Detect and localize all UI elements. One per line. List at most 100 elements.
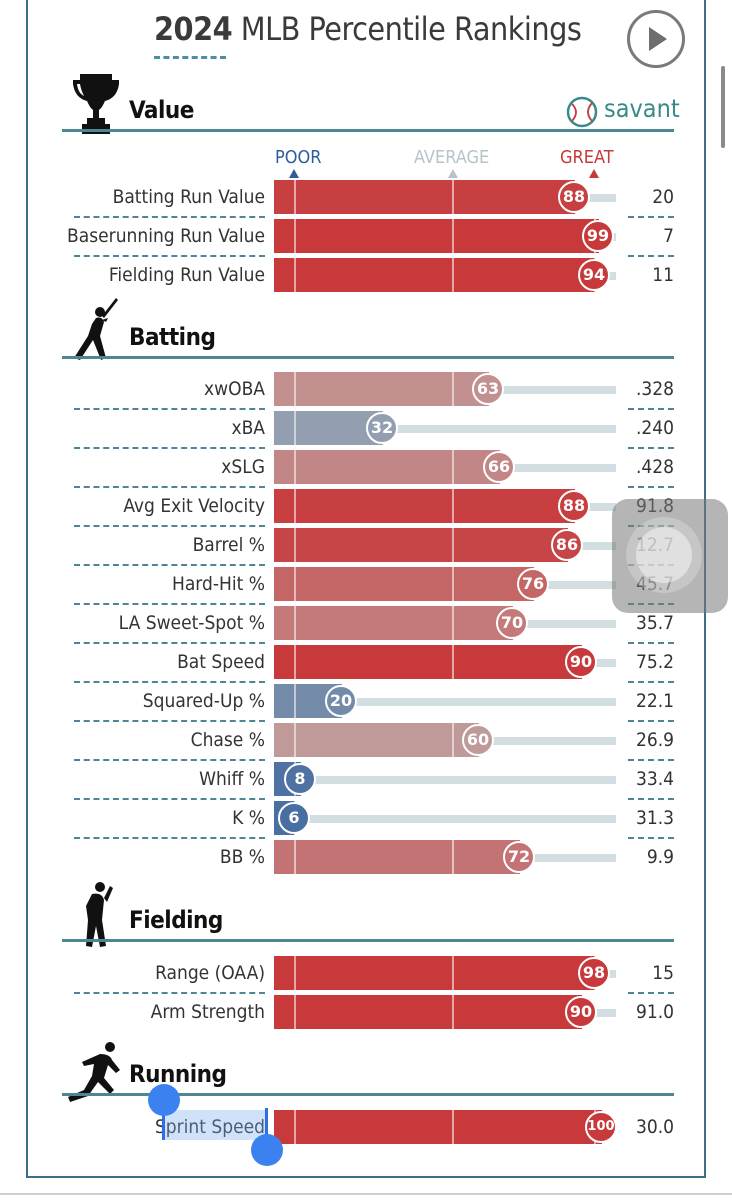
bar-gridline [452,723,454,757]
row-divider [74,759,265,761]
row-divider [74,525,265,527]
title-year: 2024 [154,10,233,48]
percentile-bar [274,723,479,757]
selection-caret-end [265,1108,268,1142]
metric-label: Chase % [190,729,265,751]
metric-value: .328 [635,378,674,400]
percentile-track [274,815,616,823]
percentile-bar [274,956,596,990]
bar-gridline [294,219,296,253]
percentile-badge: 86 [551,529,583,561]
row-divider [628,798,674,800]
bar-gridline [294,372,296,406]
metric-label: Bat Speed [177,651,265,673]
bar-gridline [294,684,296,718]
row-divider [628,681,674,683]
section-title-batting: Batting [129,323,216,351]
metric-label: xSLG [221,456,265,478]
metric-row-fielding-run-value: Fielding Run Value 94 11 [0,258,732,294]
bar-gridline [452,180,454,214]
title-text: MLB Percentile Rankings [240,10,582,48]
row-divider [74,216,265,218]
metric-label: xBA [231,417,265,439]
percentile-badge: 76 [517,568,549,600]
touch-indicator [612,499,728,613]
metric-label: LA Sweet-Spot % [118,612,265,634]
metric-value: 20 [652,186,674,208]
baseball-icon [566,96,598,128]
metric-label: BB % [219,846,265,868]
section-divider-batting [62,356,674,359]
section-title-fielding: Fielding [129,906,223,934]
metric-row-la-sweet-spot: LA Sweet-Spot % 70 35.7 [0,606,732,644]
scale-average-marker [448,169,458,178]
bar-gridline [452,606,454,640]
page-divider [0,1193,732,1195]
percentile-badge: 72 [503,841,535,873]
metric-label: Sprint Speed [154,1116,265,1138]
play-icon [649,27,667,51]
metric-row-hard-hit: Hard-Hit %7645.7 [0,567,732,605]
metric-value: 11 [652,264,674,286]
trophy-icon [72,72,120,141]
metric-label: Avg Exit Velocity [123,495,265,517]
metric-label: Squared-Up % [142,690,265,712]
row-divider [628,992,674,994]
row-divider [628,255,674,257]
row-divider [74,447,265,449]
metric-row-xba: xBA 32 .240 [0,411,732,449]
bar-gridline [452,489,454,523]
metric-row-bat-speed: Bat Speed 90 75.2 [0,645,732,683]
fielder-icon [76,880,116,955]
metric-value: 31.3 [635,807,674,829]
metric-value: 26.9 [635,729,674,751]
metric-row-xwoba: xwOBA 63 .328 [0,372,732,410]
percentile-badge: 66 [483,451,515,483]
percentile-bar [274,411,383,445]
selection-handle-start[interactable] [148,1084,180,1116]
metric-row-batting-run-value: Batting Run Value 88 20 [0,180,732,218]
bar-gridline [452,258,454,292]
section-title-running: Running [129,1060,227,1088]
page-title: 2024 MLB Percentile Rankings [154,10,582,59]
metric-label: Baserunning Run Value [67,225,265,247]
bar-gridline [452,1110,454,1144]
percentile-badge: 20 [325,685,357,717]
metric-row-barrel: Barrel %8612.7 [0,528,732,566]
savant-label: savant [604,94,680,123]
metric-row-arm-strength: Arm Strength 90 91.0 [0,995,732,1031]
section-divider-running [62,1093,674,1096]
metric-label: Batting Run Value [112,186,265,208]
bar-gridline [294,1110,296,1144]
selection-handle-end[interactable] [251,1134,283,1166]
percentile-bar [274,450,500,484]
percentile-badge: 60 [462,724,494,756]
metric-label: Hard-Hit % [171,573,265,595]
metric-row-range-oaa: Range (OAA) 98 15 [0,956,732,994]
row-divider [628,759,674,761]
play-button[interactable] [627,10,685,68]
title-underline [154,56,226,59]
row-divider [628,408,674,410]
metric-value: 9.9 [646,846,674,868]
percentile-track [274,698,616,706]
percentile-bar [274,995,582,1029]
row-divider [628,642,674,644]
scale-average-label: AVERAGE [414,147,490,168]
bar-gridline [294,606,296,640]
metric-value: 33.4 [635,768,674,790]
percentile-bar [274,1110,602,1144]
metric-label: Range (OAA) [155,962,265,984]
row-divider [628,720,674,722]
bar-gridline [452,219,454,253]
scrollbar[interactable] [721,66,725,148]
bar-gridline [452,956,454,990]
percentile-badge: 98 [578,957,610,989]
row-divider [628,216,674,218]
percentile-badge: 32 [366,412,398,444]
percentile-bar [274,372,489,406]
scale-poor-marker [289,169,299,178]
bar-gridline [294,450,296,484]
row-divider [74,642,265,644]
row-divider [74,720,265,722]
